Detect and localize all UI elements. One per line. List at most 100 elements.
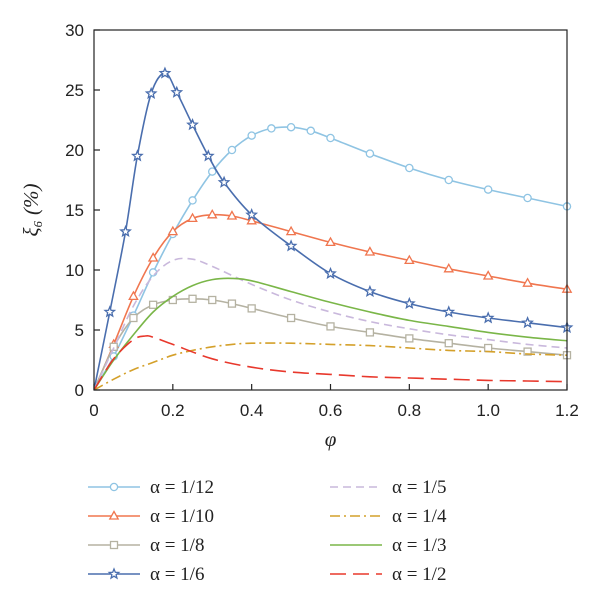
data-point: [109, 482, 119, 492]
data-point: [365, 328, 375, 337]
data-point: [107, 567, 121, 580]
y-tick-label: 0: [75, 381, 84, 400]
data-point: [158, 66, 172, 79]
data-point: [217, 175, 231, 188]
data-point: [109, 540, 119, 550]
series-line: [94, 257, 567, 390]
data-point: [286, 122, 296, 132]
y-tick-label: 10: [65, 261, 84, 280]
series-7: [94, 277, 567, 390]
data-point: [187, 212, 198, 223]
data-point: [325, 236, 336, 247]
data-point: [128, 290, 139, 301]
data-point: [247, 304, 256, 313]
y-axis-label: ξ₆ (%): [19, 183, 43, 236]
plot-frame: [93, 29, 568, 391]
data-point: [443, 262, 455, 273]
data-point: [130, 149, 144, 162]
data-point: [523, 347, 532, 356]
legend-label: α = 1/8: [150, 535, 204, 556]
data-point: [108, 510, 120, 520]
data-point: [442, 305, 456, 318]
data-point: [522, 277, 533, 287]
data-point: [481, 311, 495, 324]
series-line: [94, 126, 567, 390]
data-point: [247, 131, 256, 140]
data-point: [167, 225, 179, 236]
series-4: [94, 66, 574, 390]
y-tick-label: 15: [65, 201, 84, 220]
data-point: [405, 163, 414, 173]
x-axis-label: φ: [325, 427, 337, 451]
series-3: [94, 294, 572, 390]
y-tick-label: 30: [65, 21, 84, 40]
data-point: [326, 133, 335, 143]
x-tick-label: 0.2: [161, 401, 185, 420]
data-point: [170, 85, 184, 98]
data-point: [444, 175, 453, 185]
data-point: [109, 342, 118, 351]
series-line: [94, 72, 567, 390]
data-point: [188, 294, 197, 303]
data-point: [208, 295, 217, 305]
x-tick-label: 0.4: [240, 401, 264, 420]
y-tick-label: 20: [65, 141, 84, 160]
data-point: [207, 167, 217, 176]
data-point: [119, 224, 132, 238]
series-6: [94, 342, 567, 390]
data-point: [484, 343, 493, 353]
data-point: [103, 305, 117, 318]
legend-label: α = 1/2: [392, 564, 446, 585]
legend-label: α = 1/5: [392, 477, 446, 498]
series-line: [94, 335, 567, 390]
data-point: [186, 118, 199, 131]
legend-item: α = 1/2: [330, 564, 446, 585]
y-tick-label: 25: [65, 81, 84, 100]
data-point: [148, 300, 158, 309]
series-8: [94, 335, 567, 390]
data-point: [227, 299, 237, 308]
x-tick-label: 0: [89, 401, 98, 420]
legend-item: α = 1/4: [330, 506, 447, 527]
legend-item: α = 1/12: [88, 477, 214, 498]
series-1: [94, 122, 572, 390]
legend-label: α = 1/6: [150, 564, 204, 585]
data-point: [365, 149, 375, 158]
data-point: [402, 296, 416, 310]
legend-item: α = 1/3: [330, 535, 446, 556]
data-point: [326, 322, 335, 331]
x-tick-label: 1.2: [555, 401, 579, 420]
legend-item: α = 1/10: [88, 506, 214, 527]
data-point: [363, 284, 377, 298]
data-point: [521, 316, 534, 329]
data-point: [285, 225, 297, 236]
x-tick-label: 0.6: [319, 401, 343, 420]
data-point: [523, 193, 532, 203]
data-point: [286, 313, 296, 323]
data-point: [482, 270, 494, 280]
data-point: [201, 149, 215, 162]
legend: α = 1/12 α = 1/10 α = 1/8 α = 1/6 α = 1/5 α =…: [88, 477, 447, 585]
data-point: [144, 86, 158, 100]
legend-label: α = 1/10: [150, 506, 214, 527]
plot-series: [94, 66, 574, 390]
data-point: [267, 124, 276, 133]
x-tick-label: 1.0: [476, 401, 500, 420]
data-point: [245, 208, 259, 221]
data-point: [246, 214, 257, 225]
legend-label: α = 1/12: [150, 477, 214, 498]
data-point: [444, 339, 453, 348]
data-point: [405, 334, 414, 343]
data-point: [226, 210, 238, 220]
legend-label: α = 1/3: [392, 535, 446, 556]
axis-ticks: 0 0.2 0.4 0.6 0.8 1.0 1.2 0 5 10 15 20 25 30: [65, 21, 579, 420]
data-point: [188, 196, 197, 205]
series-5: [94, 257, 567, 390]
series-line: [94, 342, 567, 390]
data-point: [364, 246, 376, 256]
data-point: [284, 239, 298, 252]
legend-label: α = 1/4: [392, 506, 447, 527]
series-line: [94, 277, 567, 390]
series-2: [94, 208, 573, 390]
